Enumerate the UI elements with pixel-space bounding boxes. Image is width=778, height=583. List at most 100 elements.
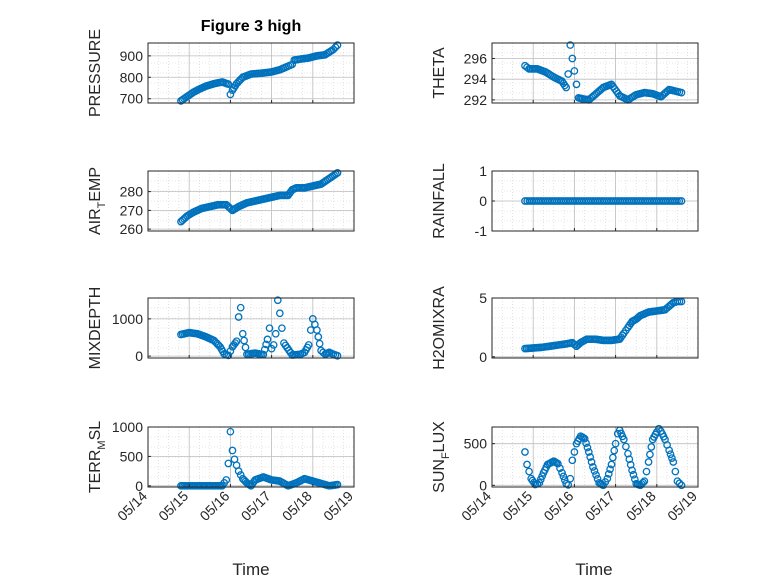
y-tick-label: 0 bbox=[479, 477, 487, 493]
y-tick-label: 0 bbox=[135, 348, 143, 364]
y-tick-label: 500 bbox=[464, 436, 488, 452]
y-tick-label: 0 bbox=[479, 349, 487, 365]
data-point-interp bbox=[570, 448, 579, 456]
data-point bbox=[566, 41, 575, 49]
y-tick-label: 0 bbox=[479, 193, 487, 209]
data-point bbox=[580, 434, 589, 443]
y-tick-label: 280 bbox=[120, 184, 144, 200]
data-point-interp bbox=[262, 340, 270, 349]
y-tick-label: -1 bbox=[475, 223, 488, 239]
data-point bbox=[603, 474, 612, 483]
data-point-interp bbox=[592, 471, 600, 479]
data-point bbox=[224, 80, 233, 88]
data-point-interp bbox=[606, 465, 614, 474]
x-axis-label-left: Time bbox=[232, 560, 269, 579]
data-point bbox=[271, 329, 280, 338]
axes-box bbox=[491, 426, 699, 488]
data-point-interp bbox=[671, 467, 680, 476]
data-point bbox=[677, 197, 686, 205]
data-point-interp bbox=[583, 443, 592, 452]
data-point-interp bbox=[240, 336, 248, 345]
data-point-interp bbox=[646, 450, 654, 459]
y-tick-label: 0 bbox=[135, 478, 143, 494]
subplot-pressure: 700 800 900 PRESSURE bbox=[87, 29, 355, 117]
data-point bbox=[333, 351, 342, 360]
data-point bbox=[611, 439, 620, 448]
data-point bbox=[224, 351, 233, 360]
y-axis-label-2: AIRTEMP bbox=[87, 167, 108, 235]
y-tick-label: 700 bbox=[120, 91, 144, 107]
data-point-interp bbox=[236, 471, 245, 479]
data-point bbox=[265, 324, 274, 333]
axes-box bbox=[491, 42, 699, 104]
data-point bbox=[224, 459, 233, 468]
data-point-interp bbox=[331, 43, 340, 52]
data-point bbox=[263, 335, 272, 344]
y-tick-label: 1000 bbox=[112, 419, 143, 435]
axes-box bbox=[147, 42, 355, 104]
data-point bbox=[564, 70, 573, 78]
y-tick-label: 270 bbox=[120, 202, 144, 218]
data-point bbox=[640, 477, 649, 486]
data-point bbox=[238, 329, 247, 338]
data-point bbox=[628, 466, 636, 475]
data-point-interp bbox=[609, 453, 617, 462]
data-point bbox=[333, 480, 342, 489]
data-point-interp bbox=[639, 478, 647, 487]
y-tick-label: 5 bbox=[479, 290, 487, 306]
data-point bbox=[675, 197, 684, 205]
data-point-interp bbox=[530, 478, 538, 487]
y-tick-label: 1000 bbox=[112, 311, 143, 327]
data-point bbox=[226, 427, 235, 436]
data-point bbox=[222, 476, 231, 484]
data-point bbox=[333, 41, 342, 49]
y-axis-label-0: PRESSURE bbox=[87, 29, 104, 117]
data-point bbox=[677, 481, 686, 490]
data-point bbox=[568, 456, 577, 465]
data-point-interp bbox=[226, 347, 235, 355]
data-point bbox=[275, 309, 284, 318]
data-point-interp bbox=[668, 454, 676, 462]
data-point bbox=[234, 467, 243, 475]
data-point bbox=[589, 463, 597, 471]
subplot-theta: 292 294 296 THETA bbox=[431, 41, 699, 108]
data-point-interp bbox=[586, 453, 595, 461]
axes-box bbox=[147, 170, 355, 232]
y-tick-label: 800 bbox=[120, 69, 144, 85]
y-tick-label: 294 bbox=[464, 71, 488, 87]
y-axis-label-6: TERRMSL bbox=[87, 421, 108, 493]
data-point-interp bbox=[241, 343, 250, 352]
data-point bbox=[521, 448, 529, 456]
figure-title: Figure 3 high bbox=[201, 18, 301, 35]
data-point bbox=[236, 303, 245, 312]
axes-box bbox=[491, 297, 699, 359]
data-point bbox=[267, 344, 276, 353]
data-point bbox=[288, 60, 297, 69]
axes-box bbox=[147, 297, 355, 359]
y-tick-label: 292 bbox=[464, 92, 488, 108]
subplot-mixdepth: 0 1000 MIXDEPTH bbox=[87, 287, 355, 369]
subplot-grid: 700 800 900 PRESSURE 292 294 296 THETA 260 270 280… bbox=[87, 29, 700, 524]
y-tick-label: 1 bbox=[479, 163, 487, 179]
subplot-h2omixra: 0 5 H2OMIXRA bbox=[431, 286, 699, 370]
data-point bbox=[566, 474, 575, 483]
data-point bbox=[669, 458, 678, 466]
data-point-interp bbox=[642, 467, 651, 476]
data-point bbox=[673, 197, 681, 205]
data-point bbox=[570, 67, 579, 75]
data-point-interp bbox=[523, 63, 531, 72]
x-axis-label-right: Time bbox=[575, 560, 612, 579]
data-point bbox=[562, 83, 571, 92]
data-point bbox=[572, 80, 581, 89]
data-point bbox=[234, 313, 243, 321]
y-tick-label: 296 bbox=[464, 51, 488, 67]
data-point-interp bbox=[587, 458, 596, 466]
data-point-interp bbox=[315, 339, 324, 348]
data-point-interp bbox=[629, 470, 638, 479]
y-axis-label-1: THETA bbox=[431, 47, 448, 99]
data-point bbox=[644, 458, 653, 466]
data-point-interp bbox=[666, 450, 675, 459]
subplot-air_temp: 260 270 280 AIRTEMP bbox=[87, 167, 355, 237]
data-point bbox=[568, 54, 577, 63]
